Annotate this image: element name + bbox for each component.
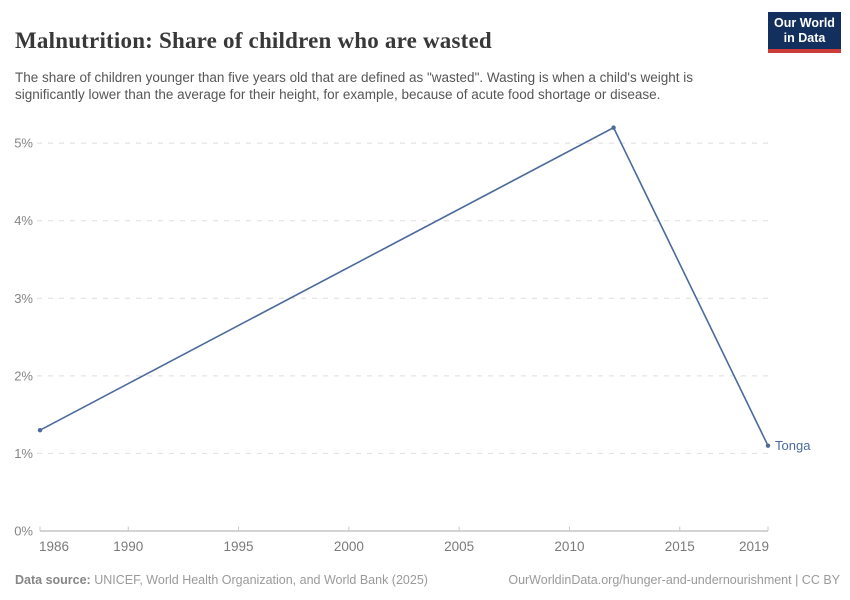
- svg-text:1986: 1986: [39, 539, 69, 554]
- page-title: Malnutrition: Share of children who are …: [15, 28, 492, 54]
- data-source-text: UNICEF, World Health Organization, and W…: [94, 573, 428, 587]
- svg-text:1995: 1995: [224, 539, 254, 554]
- chart-subtitle: The share of children younger than five …: [15, 69, 694, 103]
- series-line-tonga: [39, 126, 769, 447]
- svg-text:1%: 1%: [14, 446, 33, 461]
- svg-text:5%: 5%: [14, 136, 33, 151]
- data-point: [611, 125, 616, 130]
- svg-text:0%: 0%: [14, 524, 33, 539]
- series-end-label: Tonga: [775, 438, 811, 453]
- owid-logo-line1: Our World: [774, 16, 835, 30]
- data-point: [37, 427, 43, 433]
- data-point: [765, 443, 771, 448]
- svg-text:3%: 3%: [14, 291, 33, 306]
- data-source-label: Data source:: [15, 573, 91, 587]
- svg-text:2005: 2005: [444, 539, 474, 554]
- svg-text:2015: 2015: [665, 539, 695, 554]
- svg-text:2010: 2010: [554, 539, 584, 554]
- footer-link[interactable]: OurWorldinData.org/hunger-and-undernouri…: [508, 573, 840, 587]
- data-source: Data source: UNICEF, World Health Organi…: [15, 573, 428, 587]
- svg-text:2019: 2019: [739, 539, 769, 554]
- svg-text:2000: 2000: [334, 539, 364, 554]
- owid-logo-line2: in Data: [783, 31, 826, 45]
- svg-text:2%: 2%: [14, 368, 33, 383]
- owid-logo[interactable]: Our World in Data: [768, 12, 841, 53]
- svg-text:4%: 4%: [14, 213, 33, 228]
- svg-text:1990: 1990: [113, 539, 143, 554]
- chart-footer: Data source: UNICEF, World Health Organi…: [15, 573, 840, 587]
